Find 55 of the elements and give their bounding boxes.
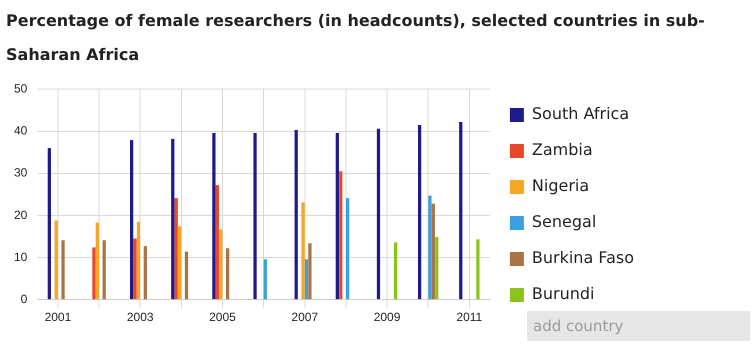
y-tick-label: 10	[14, 250, 28, 264]
x-tick-label: 2009	[374, 310, 401, 324]
y-tick-label: 30	[14, 166, 28, 180]
bar	[253, 132, 257, 300]
bar	[336, 132, 339, 300]
bar	[308, 243, 312, 300]
bar	[226, 248, 230, 300]
bar	[394, 242, 398, 300]
legend-label: South Africa	[532, 104, 630, 124]
x-tick-label: 2005	[209, 310, 236, 324]
bar	[376, 128, 380, 300]
bar	[476, 239, 480, 300]
bar	[212, 132, 216, 300]
x-tick-label: 2007	[291, 310, 318, 324]
y-tick-label: 50	[14, 82, 28, 96]
x-tick-label: 2011	[456, 310, 483, 324]
text-field: add country	[527, 311, 750, 341]
bar	[96, 222, 99, 300]
legend-label: Senegal	[532, 212, 596, 232]
bar	[346, 198, 350, 300]
bar	[304, 259, 308, 300]
bar	[171, 138, 174, 300]
legend-label: Burundi	[532, 284, 594, 304]
bar	[301, 202, 305, 300]
bar	[219, 229, 222, 300]
bar	[102, 240, 106, 300]
bar	[92, 247, 96, 300]
bar	[216, 185, 219, 300]
y-tick-label: 20	[14, 208, 28, 222]
bar	[294, 130, 298, 300]
y-tick-label: 0	[20, 292, 28, 306]
chart-title: Percentage of female researchers (in headcounts), selected countries in sub-Saharan Africa	[6, 10, 706, 66]
legend-label: Zambia	[532, 140, 593, 160]
bar	[178, 226, 182, 300]
bar	[133, 238, 137, 300]
bar	[184, 252, 188, 300]
bar	[418, 124, 422, 300]
bar	[130, 140, 134, 300]
y-tick-label: 40	[14, 124, 28, 138]
bar	[339, 171, 342, 300]
bar	[428, 196, 432, 300]
bar	[432, 204, 435, 300]
bar	[144, 246, 147, 300]
bar	[459, 122, 462, 300]
bar	[264, 259, 267, 300]
legend-label: Nigeria	[532, 176, 590, 196]
bar	[48, 148, 51, 300]
x-tick-label: 2001	[44, 310, 72, 324]
bar	[136, 222, 140, 300]
x-tick-label: 2003	[126, 310, 154, 324]
bar	[54, 220, 58, 300]
bar	[435, 236, 438, 300]
bar	[61, 240, 65, 300]
legend-label: Burkina Faso	[532, 248, 634, 268]
bar	[174, 198, 178, 300]
